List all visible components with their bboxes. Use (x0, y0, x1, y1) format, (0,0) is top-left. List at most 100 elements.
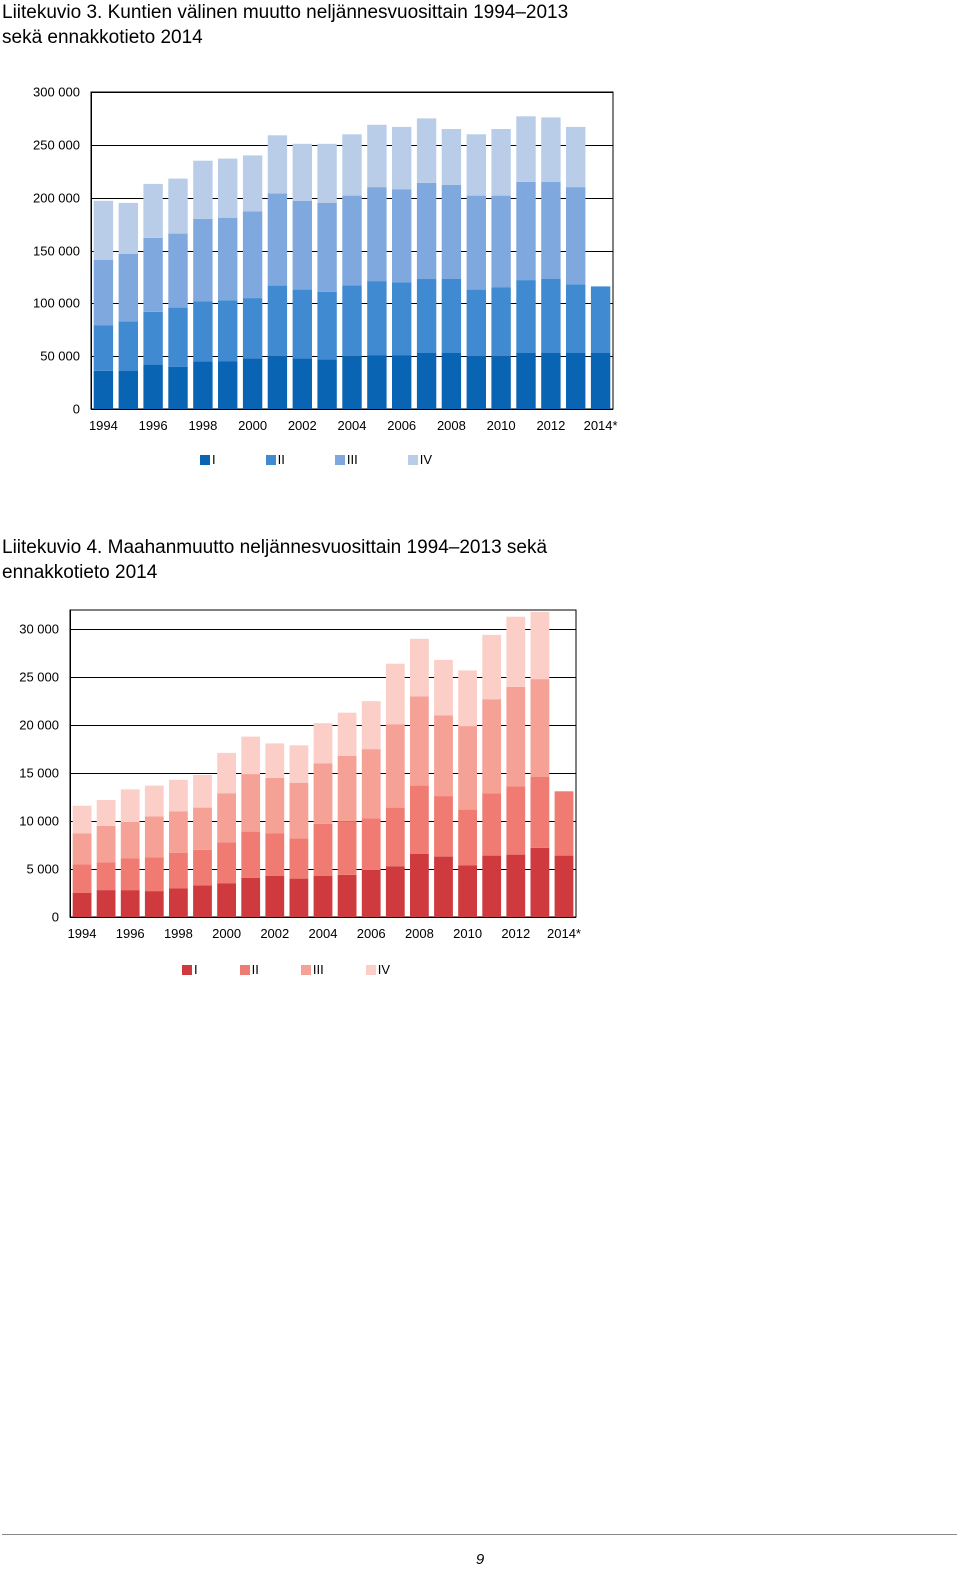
bar-segment-2012-IV (541, 117, 561, 182)
bar-segment-2005-II (337, 821, 357, 875)
bar-segment-1995-III (118, 253, 138, 322)
x-tick-label: 2000 (212, 926, 241, 941)
x-tick-label: 2012 (536, 418, 565, 433)
bar-segment-2009-I (434, 856, 453, 917)
bar-segment-1999-I (193, 885, 212, 917)
bar-segment-2003-III (317, 202, 337, 292)
bar-segment-2007-I (416, 353, 437, 409)
bar-segment-1997-II (168, 307, 188, 367)
bar-segment-1997-I (168, 366, 188, 409)
bar-segment-2006-III (361, 749, 381, 819)
bar-segment-2013-IV (566, 126, 586, 188)
bar-segment-2014*-I (590, 353, 611, 409)
legend-label: II (277, 452, 285, 467)
x-tick-label: 2008 (437, 418, 466, 433)
bar-segment-2000-I (217, 883, 236, 917)
bar-segment-1998-II (169, 852, 188, 889)
legend-label: IV (377, 962, 390, 977)
bar-segment-2012-III (506, 686, 526, 787)
x-tick-label: 2006 (357, 926, 386, 941)
x-tick-label: 1994 (68, 926, 97, 941)
bar-segment-2011-I (516, 353, 536, 409)
bar-segment-2005-III (337, 755, 357, 821)
bar-segment-2001-IV (241, 736, 261, 774)
bar-segment-2010-II (458, 809, 477, 866)
bar-segment-2008-IV (410, 638, 429, 697)
bar-segment-2013-III (566, 187, 586, 285)
bar-segment-2010-I (458, 865, 477, 917)
y-tick-label: 25 000 (19, 670, 59, 685)
bar-segment-1999-IV (193, 775, 212, 808)
y-tick-label: 20 000 (19, 718, 59, 733)
legend-item-I: I (182, 962, 198, 977)
bar-segment-1997-IV (168, 178, 188, 234)
bar-segment-2004-II (342, 285, 362, 357)
bar-segment-2010-I (491, 356, 511, 409)
bar-segment-2006-II (392, 282, 412, 356)
legend-item-II: II (239, 962, 259, 977)
bar-segment-2007-II (416, 279, 437, 353)
bar-segment-2003-IV (317, 143, 337, 203)
bar-segment-2005-I (337, 874, 357, 917)
bar-segment-1997-II (144, 857, 164, 892)
x-tick-label: 1996 (139, 418, 168, 433)
bar-segment-2009-II (434, 796, 453, 857)
bar-segment-2012-I (506, 854, 526, 917)
bar-segment-2010-IV (491, 129, 511, 196)
bar-segment-2013-II (566, 284, 586, 353)
y-tick-label: 0 (52, 910, 59, 925)
legend-item-III: III (334, 452, 358, 467)
bar-segment-2012-II (541, 279, 561, 353)
bar-segment-2002-I (265, 875, 285, 917)
bar-segment-2003-I (289, 878, 309, 917)
bar-segment-2007-III (416, 182, 437, 280)
figure4-title-line2: ennakkotieto 2014 (2, 562, 158, 583)
bar-segment-2008-III (410, 696, 429, 786)
bar-segment-1998-III (169, 811, 188, 853)
bar-segment-2007-IV (416, 118, 437, 183)
y-tick-label: 10 000 (19, 814, 59, 829)
bar-segment-2006-IV (392, 126, 412, 190)
bar-segment-1995-I (96, 890, 116, 917)
figure3-title: Liitekuvio 3. Kuntien välinen muutto nel… (2, 0, 702, 50)
bar-segment-1996-IV (143, 183, 163, 238)
bar-segment-1995-II (118, 321, 138, 371)
bar-segment-1998-II (193, 301, 213, 362)
bar-segment-1995-II (96, 862, 116, 891)
legend-swatch (300, 964, 311, 975)
legend-swatch (200, 454, 210, 465)
bar-segment-2005-II (367, 281, 387, 356)
bar-segment-2000-III (242, 211, 263, 298)
x-tick-label: 2004 (338, 418, 367, 433)
bar-segment-2002-IV (265, 743, 285, 778)
bar-segment-2009-IV (466, 134, 486, 196)
bar-segment-2008-IV (441, 129, 462, 185)
bar-segment-2003-II (317, 291, 337, 360)
legend-label: I (194, 962, 198, 977)
x-tick-label: 2000 (238, 418, 267, 433)
bar-segment-2009-III (466, 195, 486, 290)
bar-segment-2005-IV (367, 124, 387, 188)
bar-segment-2011-II (516, 280, 536, 353)
y-tick-label: 30 000 (19, 622, 59, 637)
bar-segment-2000-II (242, 298, 263, 359)
figure4-title: Liitekuvio 4. Maahanmuutto neljännesvuos… (2, 535, 702, 585)
bar-segment-2006-I (361, 870, 381, 917)
bar-segment-1997-III (168, 233, 188, 308)
bar-segment-2004-I (342, 356, 362, 409)
bar-segment-2006-III (392, 189, 412, 283)
bar-segment-2012-I (541, 353, 561, 409)
bar-segment-2011-II (482, 793, 502, 856)
x-tick-label: 2010 (453, 926, 482, 941)
bar-segment-2012-III (541, 181, 561, 279)
bar-segment-2007-I (385, 866, 405, 917)
bar-segment-1999-III (218, 217, 238, 301)
bar-segment-2014*-II (554, 791, 574, 856)
bar-segment-2011-III (482, 699, 502, 794)
bar-segment-2004-IV (313, 723, 333, 764)
bar-segment-2011-IV (482, 634, 502, 700)
bar-segment-2008-II (441, 279, 462, 353)
bar-segment-1996-I (143, 364, 163, 409)
bar-segment-2004-II (313, 823, 333, 876)
bar-segment-2013-IV (530, 611, 550, 680)
